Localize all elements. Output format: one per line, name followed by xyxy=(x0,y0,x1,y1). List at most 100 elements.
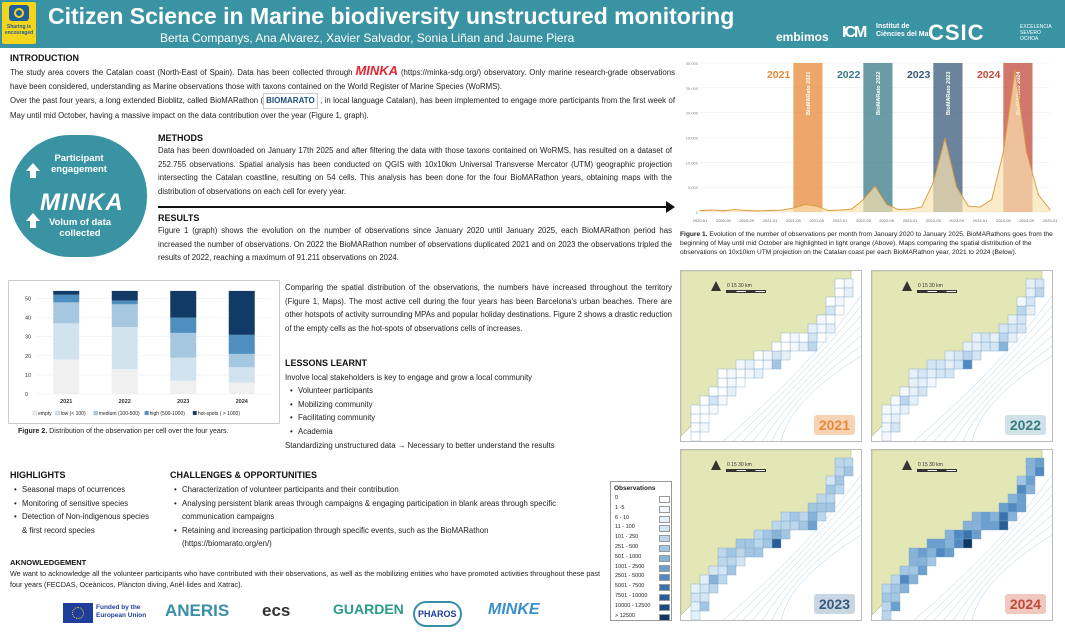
bathymetry-line xyxy=(962,524,1052,620)
data-point xyxy=(874,185,876,187)
bathymetry-line xyxy=(752,325,861,441)
legend-swatch xyxy=(659,515,670,523)
grid-cell xyxy=(690,601,701,612)
grid-cell xyxy=(881,431,892,441)
grid-cell xyxy=(908,547,919,558)
grid-cell xyxy=(1034,278,1045,289)
grid-cell xyxy=(726,386,737,397)
grid-cell xyxy=(843,466,854,477)
bathymetry-line xyxy=(933,494,1052,620)
biomarato-logo: BIOMARATO xyxy=(263,93,318,109)
grid-cell xyxy=(980,511,991,522)
x-tick-label: 2020-01 xyxy=(693,218,708,223)
bathymetry-line xyxy=(923,484,1052,620)
challenges-item: Analysing persistent blank areas through… xyxy=(172,497,570,524)
grid-cell xyxy=(690,431,701,441)
bar-segment xyxy=(228,353,255,368)
map-year-label: 2022 xyxy=(1004,415,1046,435)
grid-cell xyxy=(834,457,845,468)
legend-label: 5001 - 7500 xyxy=(615,583,645,590)
area-fill xyxy=(700,70,1050,212)
grid-cell xyxy=(843,457,854,468)
x-tick-label: 2020-05 xyxy=(716,218,731,223)
legend-label: empty xyxy=(38,411,52,417)
legend-swatch xyxy=(659,564,670,572)
grid-cell xyxy=(926,556,937,567)
legend-row: 10000 - 12500 xyxy=(615,603,671,613)
grid-cell xyxy=(825,475,836,486)
legend-row: 251 - 500 xyxy=(615,544,671,554)
grid-cell xyxy=(998,520,1009,531)
observations-legend: Observations 0 1 -5 6 - 10 11 - 100 101 - 25… xyxy=(610,481,672,621)
grid-cell xyxy=(926,538,937,549)
grid-cell xyxy=(735,359,746,370)
grid-cell xyxy=(989,341,1000,352)
grid-cell xyxy=(699,404,710,415)
intro-p1-b: (https://minka-sdg.org/) observatory. On… xyxy=(10,68,675,91)
data-point xyxy=(734,208,736,211)
band-label: BioMARato 2024 xyxy=(1016,71,1022,115)
legend-label: 251 - 500 xyxy=(615,544,639,550)
y-tick-label: 25.000 xyxy=(686,86,699,91)
y-tick-label: 5.000 xyxy=(688,185,699,190)
grid-cell xyxy=(1007,323,1018,334)
highlights-heading: HIGHLIGHTS xyxy=(10,470,66,480)
grid-cell xyxy=(962,341,973,352)
grid-cell xyxy=(881,592,892,603)
grid-cell xyxy=(843,278,854,289)
grid-cell xyxy=(735,547,746,558)
bar-segment xyxy=(170,357,197,381)
legend-row: 1 -5 xyxy=(615,505,671,515)
grid-cell xyxy=(926,359,937,370)
x-tick-label: 2023-01 xyxy=(903,218,918,223)
lessons-list: Volunteer participants Mobilizing commun… xyxy=(288,384,588,438)
grid-cell xyxy=(762,538,773,549)
bar-segment xyxy=(170,317,197,333)
data-point xyxy=(746,209,748,212)
scale-bar xyxy=(917,290,957,293)
legend-label: 6 - 10 xyxy=(615,514,630,521)
grid-cell xyxy=(834,287,845,298)
legend-row: > 12500 xyxy=(615,613,671,623)
bathymetry-line xyxy=(742,315,861,441)
legend-label: medium (100-500) xyxy=(99,411,140,417)
grid-cell xyxy=(744,368,755,379)
minke-logo: MINKE xyxy=(488,601,540,618)
legend-swatch xyxy=(659,496,670,503)
grid-cell xyxy=(834,466,845,477)
figure2-caption-bold: Figure 2. xyxy=(18,428,48,435)
figure1-caption-bold: Figure 1. xyxy=(680,231,708,238)
grid-cell xyxy=(1016,305,1027,316)
grid-cell xyxy=(1016,475,1027,486)
scale-bar xyxy=(917,469,957,472)
grid-cell xyxy=(690,404,701,415)
grid-cell xyxy=(989,332,1000,343)
guarden-logo: GUARDEN xyxy=(333,601,404,617)
legend-label: 1001 - 2500 xyxy=(615,563,645,570)
data-point xyxy=(1049,208,1051,211)
grid-cell xyxy=(890,601,901,612)
map-svg xyxy=(681,271,861,441)
bar-segment xyxy=(53,302,80,324)
x-tick-label: 2021-09 xyxy=(809,218,824,223)
grid-cell xyxy=(917,368,928,379)
grid-cell xyxy=(780,511,791,522)
bathymetry-line xyxy=(732,305,861,441)
grid-cell xyxy=(780,341,791,352)
up-arrow-icon xyxy=(26,163,40,178)
data-point xyxy=(851,208,853,210)
results-text: Figure 1 (graph) shows the evolution on … xyxy=(158,226,672,263)
grid-cell xyxy=(1025,305,1036,316)
grid-cell xyxy=(834,484,845,495)
bathymetry-line xyxy=(781,355,861,441)
bathymetry-line xyxy=(962,345,1052,441)
biomarathon-band xyxy=(793,63,823,212)
data-point xyxy=(944,137,946,140)
band-label: BioMARato 2021 xyxy=(806,72,812,115)
x-tick-label: 2023 xyxy=(177,399,189,405)
grid-cell xyxy=(998,502,1009,513)
grid-cell xyxy=(717,386,728,397)
bar-segment xyxy=(111,300,138,305)
grid-cell xyxy=(834,296,845,307)
scale-bar xyxy=(726,290,766,293)
